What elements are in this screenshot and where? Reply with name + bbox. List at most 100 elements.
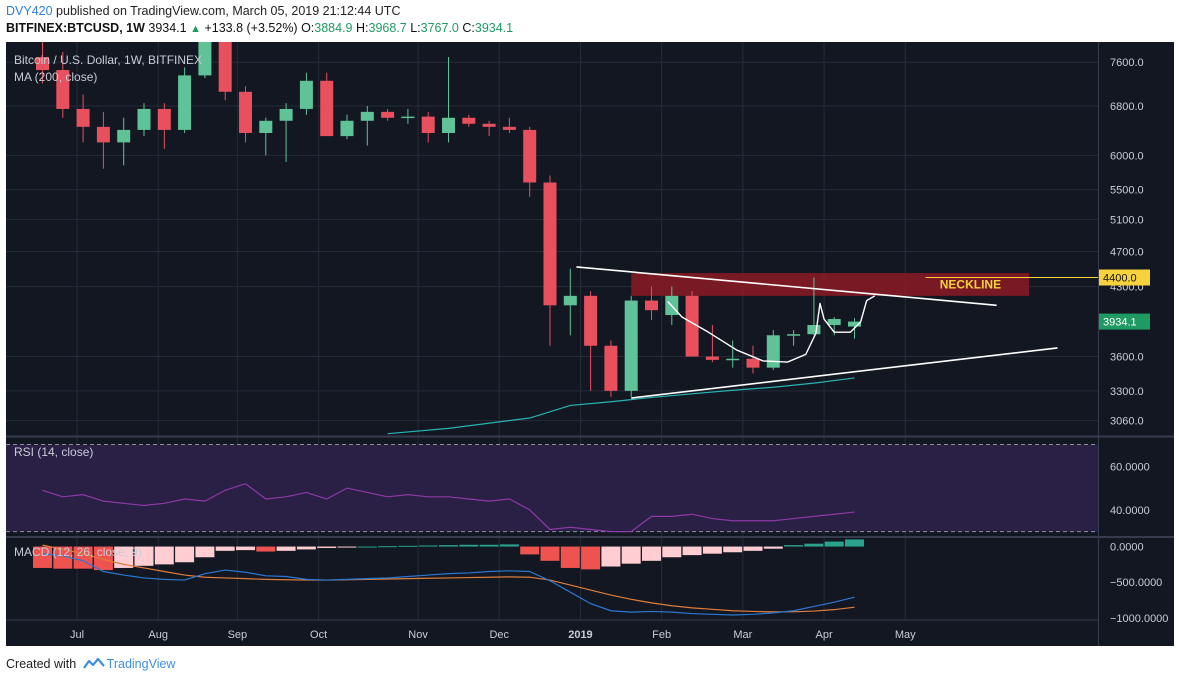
macd-histogram-bar [378,546,398,548]
candle-body [76,108,90,127]
macd-histogram-bar [763,546,783,549]
tradingview-link[interactable]: TradingView [106,657,176,671]
candle-body [766,335,780,368]
ma200-line [387,377,855,435]
macd-histogram-bar [53,546,73,569]
candle-body [36,57,49,71]
macd-histogram-bar [154,546,174,565]
candle-body [563,295,577,306]
upper-trendline [576,266,997,307]
tradingview-logo-icon [82,657,105,669]
candle-body [239,91,252,133]
macd-histogram-bar [662,546,682,558]
last-price: 3934.1 [148,21,187,35]
candle-body [157,108,171,130]
lower-trendline [631,347,1058,399]
symbol-info: BITFINEX:BTCUSD, 1W 3934.1 ▲ +133.8 (+3.… [6,21,513,35]
macd-histogram-bar [439,545,458,547]
candle-body [848,321,861,327]
created-with-text: Created with [6,657,77,671]
macd-line [42,553,855,616]
candle-body [807,325,821,335]
close-label: C: [462,21,475,35]
candle-body [117,129,131,143]
x-tick-label: Apr [815,629,832,641]
macd-histogram-bar [215,546,235,551]
macd-histogram-bar [398,545,418,547]
x-tick-label: Dec [489,629,509,641]
macd-histogram-bar [804,543,824,547]
candle-body [442,117,455,133]
candle-body [259,120,273,133]
author-link[interactable]: DVY420 [6,4,53,18]
macd-histogram-bar [845,539,864,547]
macd-histogram-bar [418,545,438,547]
price-change: +133.8 (+3.52%) [204,21,298,35]
macd-histogram-bar [337,546,357,548]
macd-histogram-bar [581,546,601,570]
x-tick-label: Sep [228,629,248,641]
macd-histogram-bar [621,546,641,564]
candle-body [178,75,192,130]
chart-title: Bitcoin / U.S. Dollar, 1W, BITFINEX [14,53,202,67]
rsi-line [42,483,855,533]
candle-body [726,358,740,361]
x-tick-label: Mar [733,629,752,641]
x-tick-label: Aug [148,629,168,641]
x-tick-label: May [895,629,916,641]
price-axis-panel [1098,42,1174,646]
low-label: L: [410,21,421,35]
macd-histogram-bar [702,546,722,554]
candle-body [137,108,151,130]
macd-signal-line [42,544,855,613]
candle-body [56,70,70,109]
macd-histogram-bar [601,546,621,567]
footer: Created with TradingView [6,657,175,671]
macd-label: MACD (12, 26, close, 9) [14,545,142,559]
price-tick-label: 6000.0 [1110,150,1144,162]
macd-histogram-bar [499,544,519,547]
candle-body [320,80,334,137]
candle-body [705,356,719,360]
candle-body [401,116,415,119]
candle-body [198,42,212,76]
macd-histogram-bar [479,544,499,547]
candle-body [482,123,496,127]
price-tick-label: 3300.0 [1110,386,1144,398]
macd-histogram-bar [195,546,215,558]
macd-histogram-bar [560,546,580,568]
neckline-price-tag-text: 4400.0 [1103,273,1137,285]
macd-histogram-bar [682,546,702,556]
close-value: 3934.1 [474,21,514,35]
candle-body [604,345,618,391]
price-tick-label: 6800.0 [1110,101,1144,113]
neckline-price-tag [1098,269,1150,286]
candle-body [218,42,232,92]
candle-body [827,319,841,326]
neckline-label: NECKLINE [940,277,1001,291]
candle-body [421,116,435,133]
trading-chart[interactable]: JunJulAugSepOctNovDec2019FebMarAprMay306… [6,42,1174,646]
candle-body [624,300,638,391]
price-tick-label: 5500.0 [1110,185,1144,197]
candle-body [787,334,801,336]
price-tick-label: 3600.0 [1110,352,1144,364]
macd-histogram-bar [93,546,113,571]
macd-histogram-bar [784,545,804,547]
open-label: O: [301,21,315,35]
candle-body [523,129,537,183]
x-tick-label: Nov [408,629,428,641]
candle-body [746,358,760,368]
macd-histogram-bar [459,544,479,547]
last-price-tag [1098,313,1150,330]
rsi-tick-label: 60.0000 [1110,461,1150,473]
macd-histogram-bar [134,546,154,566]
price-tick-label: 5100.0 [1110,214,1144,226]
macd-histogram-bar [256,546,276,552]
x-tick-label: 2019 [568,629,592,641]
macd-histogram-bar [723,546,743,553]
candle-body [462,117,476,124]
candle-body [584,295,598,346]
publish-info: DVY420 published on TradingView.com, Mar… [6,4,400,18]
macd-histogram-bar [175,546,195,563]
